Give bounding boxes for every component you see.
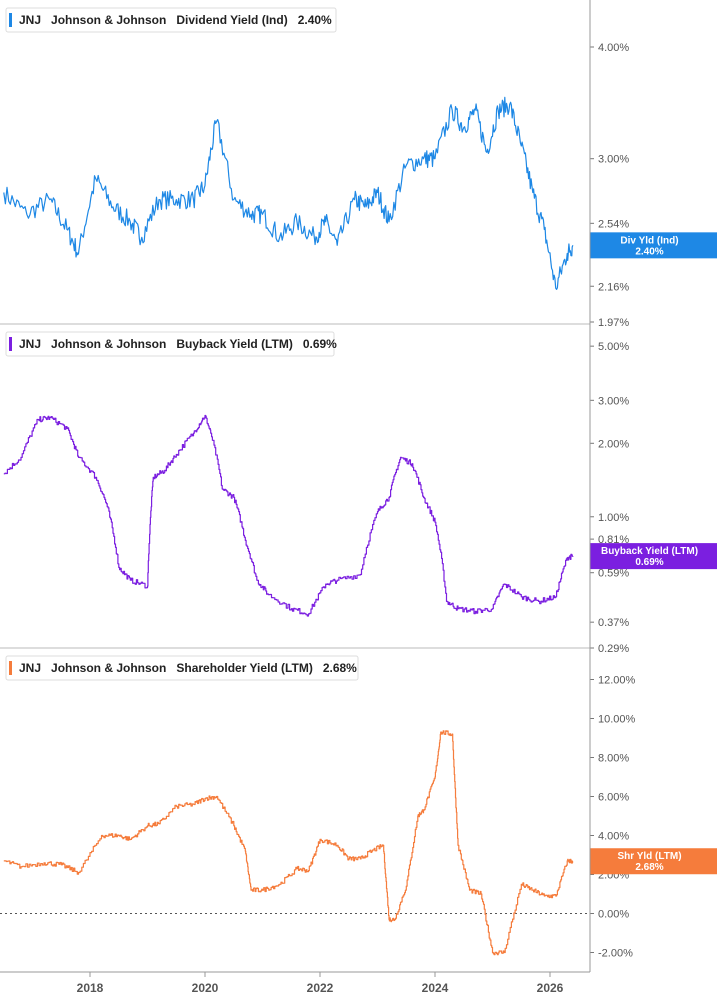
legend-ticker: JNJ <box>19 661 41 675</box>
value-tag-value: 2.40% <box>635 246 663 257</box>
legend-color-swatch <box>9 13 12 27</box>
y-tick-label: -2.00% <box>598 948 633 960</box>
shareholder-value-tag: Shr Yld (LTM)2.68% <box>590 848 717 875</box>
legend-company: Johnson & Johnson <box>51 661 166 675</box>
y-tick-label: 1.00% <box>598 512 629 524</box>
shareholder-series-line <box>3 730 574 956</box>
y-tick-label: 8.00% <box>598 753 629 765</box>
value-tag-label: Buyback Yield (LTM) <box>601 546 698 557</box>
x-tick-label: 2026 <box>537 981 564 995</box>
value-tag-bg <box>590 848 717 875</box>
legend-company: Johnson & Johnson <box>51 337 166 351</box>
value-tag-label: Shr Yld (LTM) <box>617 851 681 862</box>
legend-color-swatch <box>9 337 12 351</box>
dividend-series-line <box>3 96 574 290</box>
buyback-value-tag: Buyback Yield (LTM)0.69% <box>590 543 717 570</box>
y-tick-label: 4.00% <box>598 831 629 843</box>
y-tick-label: 3.00% <box>598 395 629 407</box>
legend-text: JNJ Johnson & Johnson Buyback Yield (LTM) 0… <box>19 337 337 351</box>
shareholder-panel: 12.00%10.00%8.00%6.00%4.00%2.00%0.00%-2.… <box>0 655 717 960</box>
x-tick-label: 2018 <box>77 981 104 995</box>
y-tick-label: 4.00% <box>598 42 629 54</box>
legend-current-value: 2.40% <box>298 13 332 27</box>
value-tag-bg <box>590 543 717 570</box>
dividend-legend[interactable]: JNJ Johnson & Johnson Dividend Yield (Ind)… <box>5 7 337 33</box>
legend-metric: Dividend Yield (Ind) <box>176 13 287 27</box>
value-tag-value: 2.68% <box>635 862 663 873</box>
value-tag-value: 0.69% <box>635 557 663 568</box>
legend-company: Johnson & Johnson <box>51 13 166 27</box>
y-tick-label: 0.29% <box>598 643 629 655</box>
value-tag-bg <box>590 232 717 259</box>
legend-current-value: 0.69% <box>303 337 337 351</box>
y-tick-label: 0.59% <box>598 568 629 580</box>
x-tick-label: 2022 <box>307 981 334 995</box>
buyback-series-line <box>3 414 574 617</box>
y-tick-label: 3.00% <box>598 154 629 166</box>
y-tick-label: 1.97% <box>598 317 629 329</box>
y-tick-label: 12.00% <box>598 675 636 687</box>
y-tick-label: 0.00% <box>598 909 629 921</box>
legend-ticker: JNJ <box>19 13 41 27</box>
legend-text: JNJ Johnson & Johnson Dividend Yield (Ind)… <box>19 13 332 27</box>
y-tick-label: 2.16% <box>598 281 629 293</box>
y-tick-label: 10.00% <box>598 714 636 726</box>
y-tick-label: 5.00% <box>598 341 629 353</box>
legend-text: JNJ Johnson & Johnson Shareholder Yield (L… <box>19 661 357 675</box>
buyback-legend[interactable]: JNJ Johnson & Johnson Buyback Yield (LTM) 0… <box>5 331 337 357</box>
legend-color-swatch <box>9 661 12 675</box>
dividend-panel: 4.00%3.00%2.54%2.16%1.97%Div Yld (Ind)2.… <box>0 7 717 329</box>
y-tick-label: 2.54% <box>598 218 629 230</box>
legend-box <box>5 331 335 357</box>
legend-box <box>5 7 337 33</box>
legend-metric: Buyback Yield (LTM) <box>176 337 292 351</box>
legend-current-value: 2.68% <box>323 661 357 675</box>
legend-box <box>5 655 359 681</box>
y-tick-label: 6.00% <box>598 792 629 804</box>
x-axis: 2018 2020 2022 2024 2026 <box>0 971 590 995</box>
legend-metric: Shareholder Yield (LTM) <box>176 661 312 675</box>
y-tick-label: 2.00% <box>598 438 629 450</box>
x-tick-label: 2020 <box>192 981 219 995</box>
shareholder-legend[interactable]: JNJ Johnson & Johnson Shareholder Yield (L… <box>5 655 359 681</box>
buyback-panel: 5.00%3.00%2.00%1.00%0.81%0.59%0.37%0.29%… <box>0 331 717 655</box>
x-tick-label: 2024 <box>422 981 449 995</box>
legend-ticker: JNJ <box>19 337 41 351</box>
value-tag-label: Div Yld (Ind) <box>620 235 678 246</box>
y-tick-label: 0.37% <box>598 617 629 629</box>
dividend-value-tag: Div Yld (Ind)2.40% <box>590 232 717 259</box>
